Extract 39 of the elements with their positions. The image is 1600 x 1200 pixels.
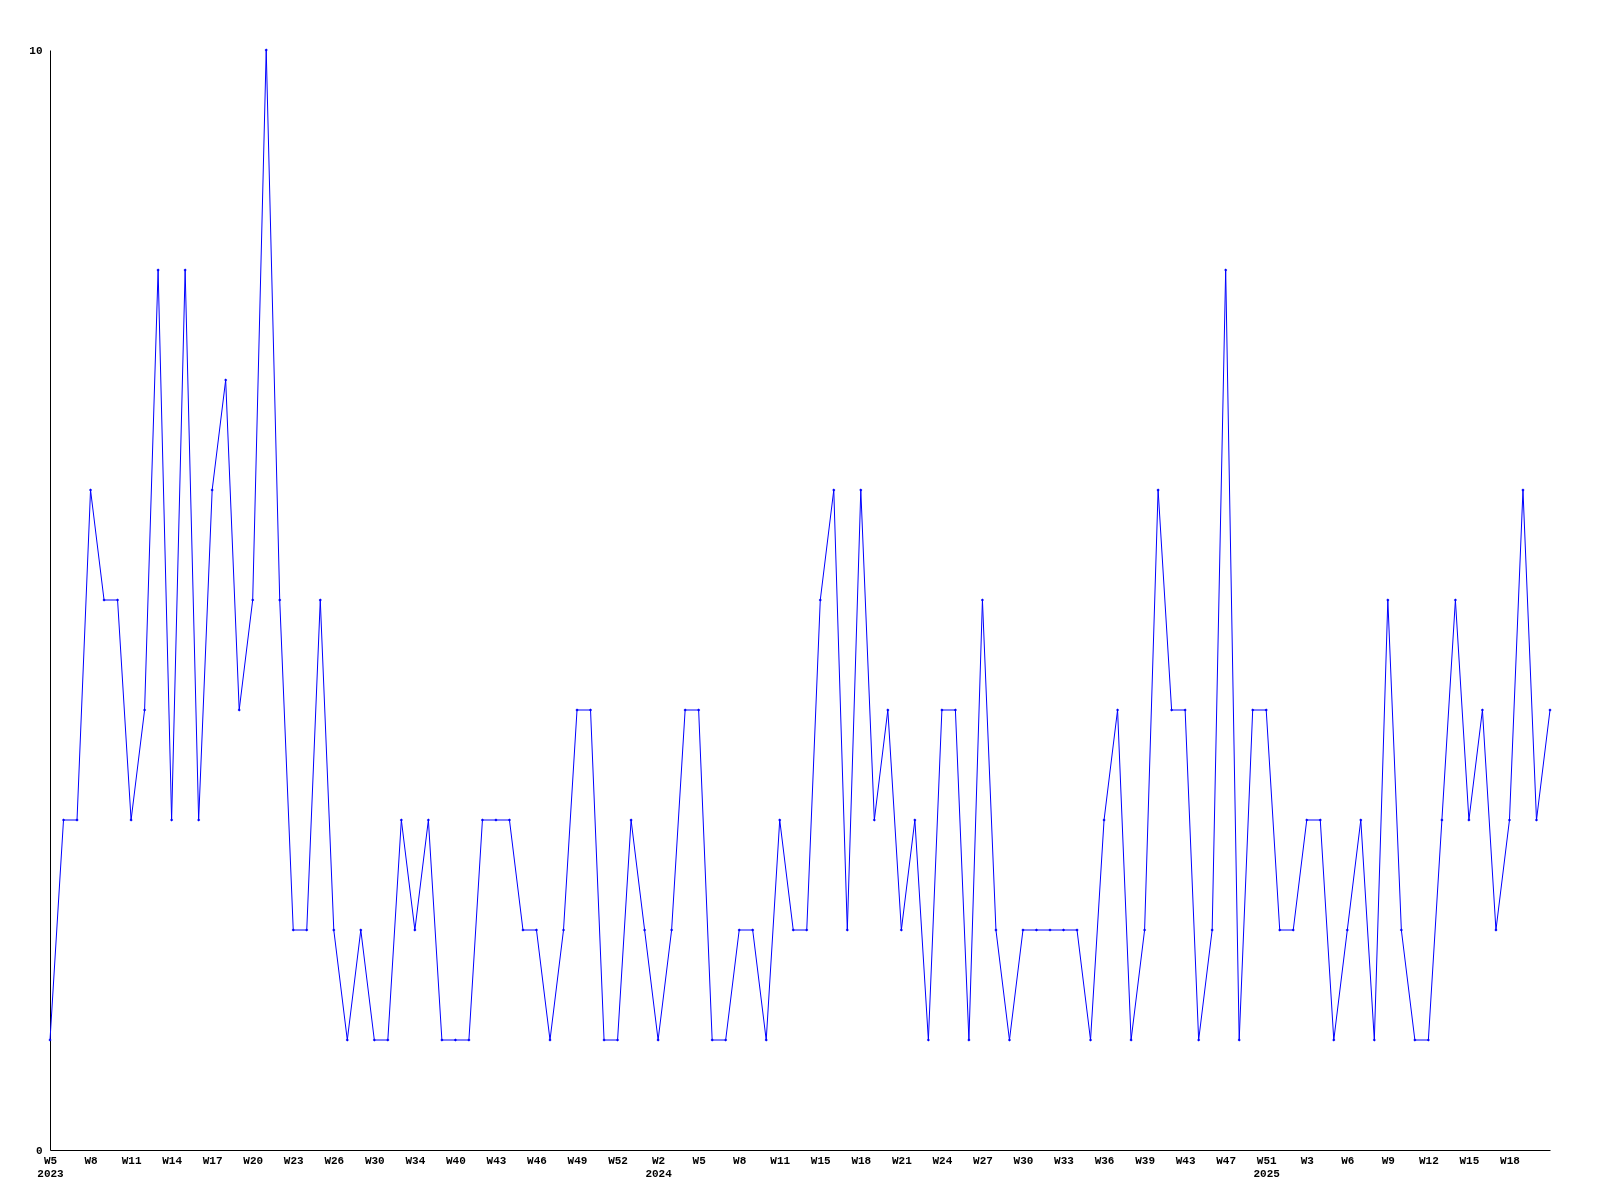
x-tick-label: W14: [162, 1154, 183, 1167]
x-tick-label: W51 2025: [1253, 1154, 1281, 1180]
x-tick-label: W27: [973, 1154, 993, 1167]
x-tick-label: W26: [324, 1154, 345, 1167]
x-tick-label: W49: [567, 1154, 588, 1167]
x-tick-label: W6: [1341, 1154, 1355, 1167]
x-tick-label: W33: [1054, 1154, 1075, 1167]
y-tick-label: 10: [29, 44, 43, 57]
x-tick-label: W15: [1459, 1154, 1480, 1167]
x-tick-label: W18: [851, 1154, 872, 1167]
x-tick-label: W47: [1216, 1154, 1237, 1167]
x-tick-label: W20: [243, 1154, 264, 1167]
x-tick-label: W30: [1013, 1154, 1034, 1167]
x-tick-label: W21: [891, 1154, 913, 1167]
x-tick-label: W34: [405, 1154, 426, 1167]
y-tick-label: 0: [35, 1144, 43, 1157]
x-tick-label: W5 2023: [37, 1154, 65, 1180]
x-tick-label: W11: [770, 1154, 791, 1167]
x-tick-label: W2 2024: [645, 1154, 673, 1180]
x-tick-label: W15: [810, 1154, 832, 1167]
x-tick-label: W5: [692, 1154, 707, 1167]
x-tick-label: W43: [1175, 1154, 1196, 1167]
x-tick-label: W30: [364, 1154, 385, 1167]
x-tick-label: W43: [486, 1154, 507, 1167]
x-tick-label: W23: [283, 1154, 305, 1167]
x-tick-label: W39: [1135, 1154, 1155, 1167]
x-tick-label: W40: [446, 1154, 466, 1167]
x-tick-label: W18: [1500, 1154, 1521, 1167]
x-tick-label: W9: [1381, 1154, 1395, 1167]
x-tick-label: W8: [84, 1154, 99, 1167]
x-tick-label: W12: [1418, 1154, 1439, 1167]
x-tick-label: W52: [608, 1154, 628, 1167]
x-tick-label: W24: [932, 1154, 953, 1167]
x-tick-label: W11: [121, 1154, 142, 1167]
x-tick-label: W46: [527, 1154, 547, 1167]
x-tick-label: W3: [1300, 1154, 1315, 1167]
x-tick-label: W8: [733, 1154, 747, 1167]
x-tick-label: W36: [1094, 1154, 1115, 1167]
x-tick-label: W17: [202, 1154, 223, 1167]
